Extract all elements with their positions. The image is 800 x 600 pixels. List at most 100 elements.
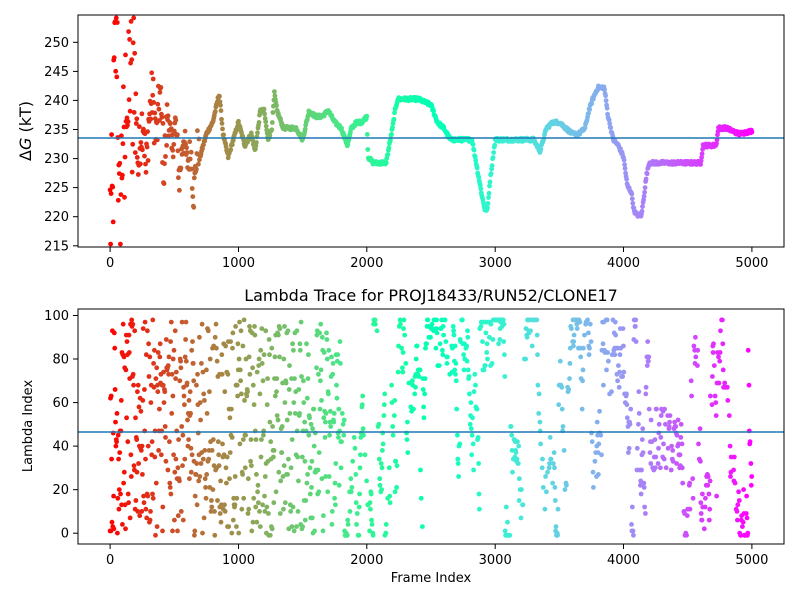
bottom-data-point bbox=[416, 374, 422, 379]
bottom-data-point bbox=[309, 458, 315, 464]
bottom-data-point bbox=[616, 363, 621, 368]
bottom-data-point bbox=[233, 324, 239, 329]
bottom-data-point bbox=[192, 528, 198, 534]
bottom-data-point bbox=[735, 517, 740, 523]
bottom-data-point bbox=[428, 334, 433, 340]
bottom-data-point bbox=[261, 352, 267, 358]
bottom-data-point bbox=[323, 411, 329, 416]
bottom-data-point bbox=[620, 326, 626, 331]
bottom-data-point bbox=[262, 474, 268, 479]
bottom-data-point bbox=[331, 411, 337, 416]
bottom-data-point bbox=[401, 326, 406, 331]
bottom-data-point bbox=[420, 524, 425, 529]
bottom-data-point bbox=[150, 495, 156, 501]
bottom-data-point bbox=[134, 437, 140, 442]
bottom-data-point bbox=[475, 435, 481, 440]
top-data-point bbox=[150, 76, 156, 82]
bottom-data-point bbox=[311, 443, 317, 449]
bottom-data-point bbox=[162, 424, 168, 429]
bottom-xtick-label: 2000 bbox=[350, 553, 383, 568]
top-data-point bbox=[108, 241, 113, 247]
bottom-data-point bbox=[119, 502, 124, 508]
bottom-data-point bbox=[595, 450, 601, 455]
bottom-data-point bbox=[250, 365, 256, 371]
bottom-data-point bbox=[345, 522, 351, 527]
bottom-data-point bbox=[254, 369, 260, 375]
bottom-data-point bbox=[200, 530, 205, 536]
bottom-data-point bbox=[551, 450, 557, 455]
bottom-data-point bbox=[725, 384, 730, 390]
top-plot: 215 220 225 230 235 240 245 250 0 1000 2… bbox=[16, 14, 785, 271]
bottom-data-point bbox=[126, 350, 132, 355]
bottom-xtick-label: 3000 bbox=[479, 553, 512, 568]
bottom-data-point bbox=[676, 441, 681, 447]
bottom-data-point bbox=[339, 439, 344, 445]
bottom-data-point bbox=[202, 448, 208, 453]
bottom-data-point bbox=[124, 415, 129, 421]
bottom-data-point bbox=[377, 476, 383, 482]
top-data-point bbox=[190, 194, 196, 200]
bottom-data-point bbox=[291, 400, 297, 405]
top-ytick-label: 240 bbox=[44, 94, 69, 109]
bottom-data-point bbox=[285, 328, 291, 334]
bottom-data-point bbox=[260, 378, 266, 384]
bottom-data-point bbox=[218, 519, 224, 525]
bottom-ytick-0: 0 bbox=[61, 527, 78, 542]
top-data-point bbox=[118, 192, 124, 198]
bottom-data-point bbox=[175, 528, 180, 534]
top-data-point bbox=[170, 147, 176, 153]
bottom-data-point bbox=[111, 330, 117, 336]
top-data-point bbox=[131, 110, 137, 115]
top-data-point bbox=[162, 161, 167, 167]
bottom-data-point bbox=[626, 450, 631, 455]
bottom-data-point bbox=[212, 509, 217, 514]
bottom-data-point bbox=[516, 443, 522, 449]
bottom-data-point bbox=[319, 476, 325, 482]
bottom-data-point bbox=[412, 391, 418, 397]
bottom-data-point bbox=[134, 469, 140, 475]
bottom-data-point bbox=[399, 345, 404, 351]
bottom-data-point bbox=[128, 474, 134, 479]
top-data-point bbox=[218, 108, 224, 113]
bottom-data-point bbox=[523, 356, 528, 362]
bottom-data-point bbox=[204, 411, 210, 416]
bottom-data-point bbox=[118, 491, 123, 497]
bottom-data-point bbox=[284, 417, 290, 423]
bottom-data-point bbox=[616, 384, 622, 390]
bottom-data-point bbox=[197, 474, 203, 479]
bottom-data-point bbox=[655, 461, 661, 466]
bottom-data-point bbox=[557, 358, 563, 364]
bottom-data-point bbox=[255, 482, 261, 488]
bottom-data-point bbox=[197, 400, 203, 405]
bottom-data-point bbox=[658, 465, 663, 471]
bottom-data-point bbox=[455, 432, 460, 438]
bottom-data-point bbox=[621, 369, 627, 375]
top-data-point bbox=[392, 110, 397, 116]
bottom-data-point bbox=[303, 498, 309, 503]
bottom-data-point bbox=[206, 456, 212, 462]
bottom-data-point bbox=[566, 387, 572, 392]
top-data-point bbox=[161, 181, 167, 187]
bottom-data-point bbox=[240, 343, 246, 349]
bottom-data-point bbox=[182, 402, 187, 408]
bottom-data-point bbox=[500, 317, 506, 323]
bottom-data-point bbox=[624, 391, 629, 397]
bottom-data-point bbox=[440, 352, 446, 358]
top-data-point bbox=[122, 154, 128, 160]
bottom-data-point bbox=[440, 347, 445, 353]
bottom-data-point bbox=[612, 319, 618, 325]
bottom-plot-frame bbox=[77, 308, 785, 545]
bottom-data-point bbox=[234, 495, 240, 501]
bottom-data-point bbox=[332, 480, 338, 486]
bottom-data-point bbox=[413, 356, 419, 362]
bottom-data-point bbox=[150, 317, 156, 323]
bottom-data-point bbox=[465, 334, 471, 340]
bottom-data-point bbox=[452, 343, 458, 349]
bottom-data-point bbox=[167, 480, 173, 486]
bottom-data-point bbox=[646, 358, 651, 364]
bottom-data-point bbox=[185, 417, 190, 423]
bottom-data-point bbox=[392, 398, 398, 403]
bottom-data-point bbox=[405, 419, 410, 425]
bottom-data-point bbox=[114, 439, 119, 445]
bottom-data-point bbox=[633, 324, 638, 329]
